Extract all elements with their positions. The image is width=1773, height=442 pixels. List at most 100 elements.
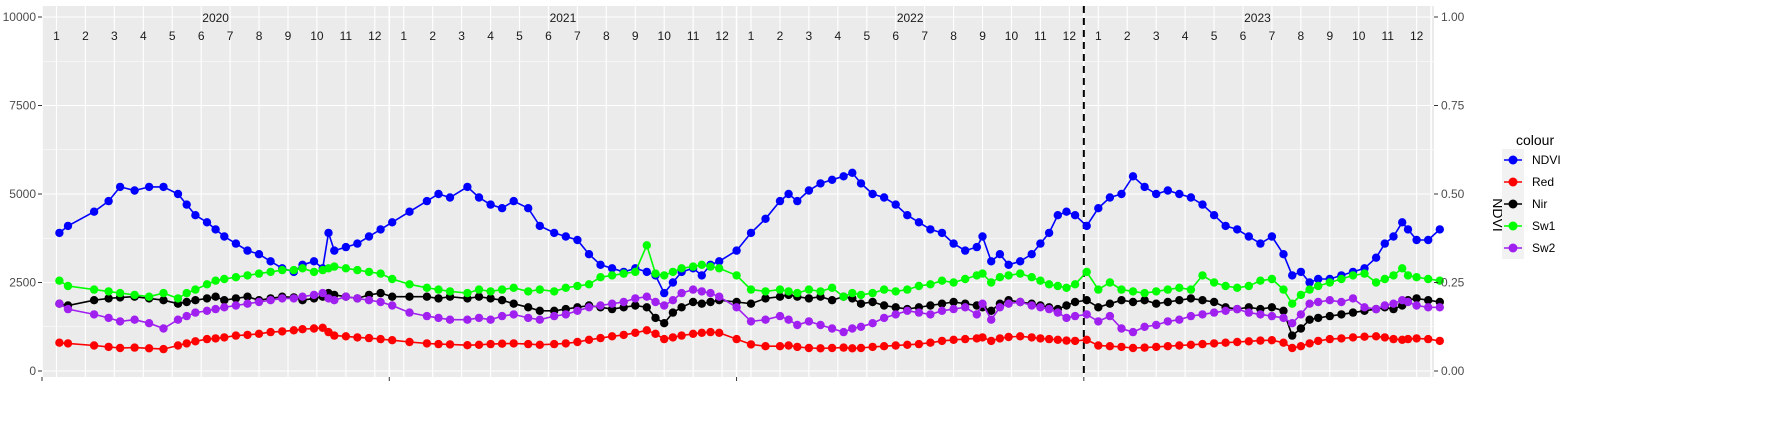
data-point-sw1 — [651, 269, 660, 278]
data-point-sw2 — [182, 311, 191, 321]
data-point-sw1 — [1175, 283, 1184, 292]
data-point-ndvi — [341, 242, 351, 252]
data-point-red — [1296, 342, 1306, 351]
data-point-nir — [104, 294, 113, 303]
data-point-sw1 — [298, 264, 307, 273]
data-point-nir — [1175, 296, 1184, 305]
data-point-ndvi — [715, 257, 724, 266]
data-point-sw1 — [668, 267, 678, 277]
data-point-sw2 — [642, 292, 651, 301]
data-point-sw2 — [987, 315, 996, 324]
month-label: 8 — [1298, 29, 1305, 43]
month-label: 10 — [658, 29, 672, 43]
data-point-sw2 — [914, 308, 924, 317]
data-point-sw1 — [231, 273, 241, 282]
data-point-sw2 — [1267, 311, 1277, 321]
data-point-sw1 — [55, 276, 64, 285]
data-point-red — [1186, 340, 1196, 349]
data-point-sw2 — [1105, 311, 1115, 321]
data-point-red — [584, 335, 594, 344]
data-point-sw1 — [1094, 285, 1103, 294]
data-point-sw2 — [978, 299, 987, 308]
data-point-red — [903, 340, 912, 349]
data-point-sw2 — [816, 320, 825, 330]
data-point-sw1 — [879, 285, 889, 294]
data-point-ndvi — [793, 196, 802, 206]
data-point-red — [1256, 336, 1265, 345]
data-point-ndvi — [353, 239, 362, 248]
data-point-nir — [405, 292, 414, 301]
data-point-sw1 — [903, 285, 912, 294]
data-point-red — [856, 343, 866, 353]
month-label: 5 — [863, 29, 870, 43]
data-point-sw1 — [816, 287, 825, 296]
data-point-sw1 — [642, 241, 651, 250]
data-point-red — [388, 336, 397, 345]
data-point-nir — [1412, 294, 1421, 303]
data-point-sw2 — [732, 303, 741, 312]
data-point-ndvi — [1314, 274, 1323, 284]
data-point-ndvi — [879, 193, 889, 202]
data-point-sw2 — [243, 299, 252, 308]
data-point-sw1 — [422, 283, 432, 292]
data-point-red — [1094, 341, 1103, 350]
data-point-sw2 — [619, 297, 628, 307]
data-point-red — [573, 337, 582, 347]
data-point-red — [804, 343, 814, 353]
data-point-ndvi — [1424, 235, 1433, 245]
data-point-sw1 — [376, 269, 385, 278]
data-point-sw2 — [497, 311, 507, 321]
data-point-sw1 — [1296, 290, 1306, 300]
legend-item-sw1: Sw1 — [1502, 215, 1556, 237]
data-point-ndvi — [55, 228, 64, 238]
data-point-red — [486, 339, 495, 349]
data-point-ndvi — [995, 250, 1005, 259]
data-point-red — [961, 334, 970, 344]
data-point-red — [318, 323, 327, 332]
data-point-sw1 — [1256, 276, 1265, 285]
data-point-red — [987, 336, 996, 346]
data-point-sw2 — [266, 296, 275, 305]
data-point-nir — [422, 292, 432, 301]
data-point-sw1 — [1209, 278, 1219, 287]
data-point-nir — [775, 292, 785, 301]
data-point-ndvi — [775, 196, 785, 206]
month-label: 2 — [82, 29, 89, 43]
data-point-sw2 — [668, 296, 678, 305]
data-point-nir — [1305, 315, 1314, 324]
data-point-sw1 — [144, 292, 154, 301]
data-point-red — [937, 336, 947, 346]
month-label: 1 — [748, 29, 755, 43]
data-point-sw2 — [1412, 301, 1421, 310]
data-point-nir — [1140, 296, 1149, 305]
data-point-ndvi — [191, 211, 200, 220]
month-label: 11 — [1381, 29, 1394, 43]
data-point-ndvi — [1305, 278, 1314, 287]
month-label: 4 — [487, 29, 494, 43]
data-point-sw2 — [677, 288, 686, 298]
data-point-sw2 — [220, 303, 229, 312]
legend-key-point — [1508, 199, 1518, 209]
data-point-sw1 — [1070, 280, 1080, 289]
data-point-red — [173, 341, 183, 350]
data-point-nir — [746, 299, 756, 308]
data-point-nir — [182, 297, 191, 307]
data-point-sw2 — [330, 296, 339, 305]
data-point-ndvi — [839, 172, 848, 181]
data-point-sw2 — [1233, 304, 1242, 314]
data-point-ndvi — [1288, 271, 1297, 280]
data-point-ndvi — [1380, 239, 1390, 248]
data-point-sw1 — [732, 271, 741, 280]
data-point-sw2 — [318, 288, 327, 298]
data-point-red — [1027, 333, 1036, 342]
data-point-red — [1198, 339, 1207, 349]
data-point-red — [341, 332, 351, 341]
data-point-sw1 — [775, 285, 785, 294]
data-point-nir — [220, 296, 229, 305]
data-point-sw2 — [1209, 308, 1219, 317]
year-label: 2023 — [1244, 11, 1271, 25]
month-label: 9 — [979, 29, 986, 43]
data-point-red — [926, 338, 935, 347]
data-point-sw1 — [509, 283, 518, 292]
data-point-sw2 — [868, 319, 877, 328]
